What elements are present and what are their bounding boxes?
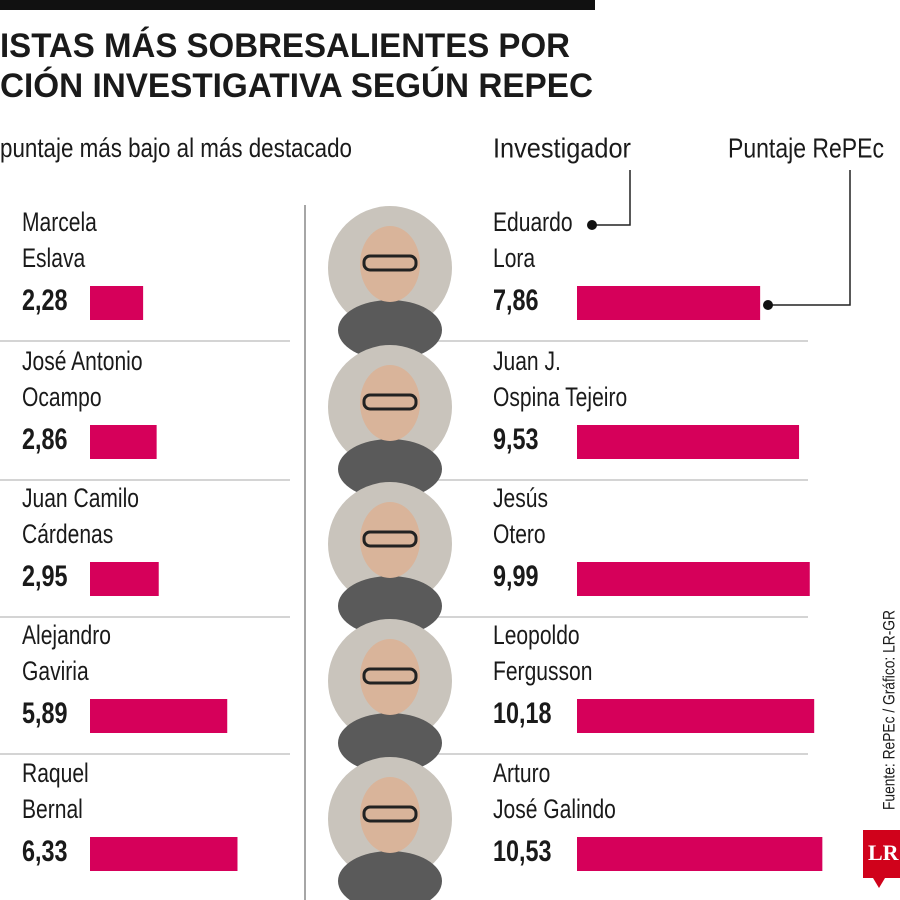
name-line: Raquel	[22, 759, 89, 789]
value-label: 10,18	[493, 696, 552, 729]
name-line: Lora	[493, 244, 536, 274]
name-line: Leopoldo	[493, 621, 580, 651]
name-line: Ospina Tejeiro	[493, 383, 627, 413]
bar	[90, 837, 238, 871]
portrait-shoulders	[338, 300, 442, 360]
name-line: Juan Camilo	[22, 484, 139, 514]
portrait-shoulders	[338, 713, 442, 773]
portrait	[328, 482, 452, 636]
name-line: Eslava	[22, 244, 86, 274]
logo-box	[863, 830, 900, 878]
bar	[577, 837, 823, 871]
name-line: Ocampo	[22, 383, 102, 413]
name-line: Jesús	[493, 484, 548, 514]
name-line: José Galindo	[493, 795, 616, 825]
name-line: Bernal	[22, 795, 83, 825]
value-label: 9,99	[493, 559, 539, 592]
bar	[577, 699, 815, 733]
name-line: Arturo	[493, 759, 550, 789]
value-label: 9,53	[493, 422, 539, 455]
name-line: Eduardo	[493, 208, 573, 238]
legend-label: Investigador	[493, 132, 631, 163]
name-line: José Antonio	[22, 347, 143, 377]
value-label: 10,53	[493, 834, 552, 867]
name-line: Marcela	[22, 208, 97, 238]
value-label: 5,89	[22, 696, 68, 729]
value-label: 2,95	[22, 559, 68, 592]
bar	[90, 286, 144, 320]
legend-dot	[763, 300, 773, 310]
bar	[577, 562, 810, 596]
portrait-glasses	[362, 667, 418, 685]
name-line: Alejandro	[22, 621, 111, 651]
top-rule	[0, 0, 595, 10]
title-line: ISTAS MÁS SOBRESALIENTES POR	[0, 27, 570, 65]
name-line: Gaviria	[22, 657, 89, 687]
portrait-glasses	[362, 530, 418, 548]
subtitle: puntaje más bajo al más destacado	[0, 133, 352, 163]
portrait	[328, 345, 452, 499]
bar	[90, 699, 228, 733]
logo-tail	[873, 878, 885, 888]
portrait-shoulders	[338, 851, 442, 900]
legend-leader	[592, 170, 631, 226]
portrait-glasses	[362, 254, 418, 272]
portrait-face	[360, 777, 420, 853]
value-label: 7,86	[493, 283, 539, 316]
portrait-shoulders	[338, 576, 442, 636]
bar	[90, 562, 159, 596]
portrait-shoulders	[338, 439, 442, 499]
legend-dot	[587, 220, 597, 230]
logo: LR	[868, 840, 900, 865]
portrait-face	[360, 502, 420, 578]
bar	[577, 425, 800, 459]
name-line: Fergusson	[493, 657, 592, 687]
portrait-face	[360, 365, 420, 441]
name-line: Juan J.	[493, 347, 561, 377]
name-line: Otero	[493, 520, 546, 550]
bar	[90, 425, 157, 459]
name-line: Cárdenas	[22, 520, 113, 550]
portrait	[328, 757, 452, 900]
bar	[577, 286, 761, 320]
portrait-face	[360, 226, 420, 302]
legend-label: Puntaje RePEc	[728, 132, 884, 163]
portrait	[328, 206, 452, 360]
portrait	[328, 619, 452, 773]
title-line: CIÓN INVESTIGATIVA SEGÚN REPEC	[0, 67, 593, 105]
portrait-face	[360, 639, 420, 715]
value-label: 6,33	[22, 834, 68, 867]
source: Fuente: RePEc / Gráfico: LR-GR	[879, 610, 898, 810]
portrait-glasses	[362, 805, 418, 823]
value-label: 2,28	[22, 283, 68, 316]
portrait-glasses	[362, 393, 418, 411]
legend-leader	[768, 170, 851, 306]
value-label: 2,86	[22, 422, 68, 455]
